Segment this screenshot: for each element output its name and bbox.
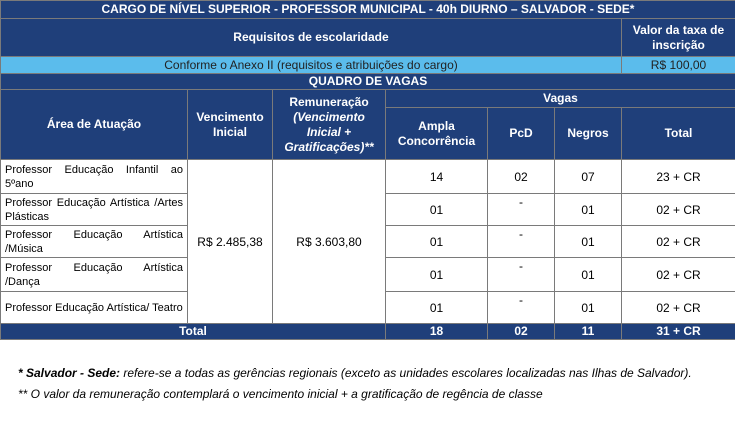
col-vagas-header: Vagas xyxy=(385,89,735,108)
remuneracao-sublabel: (Vencimento Inicial + Gratificações)** xyxy=(284,109,374,154)
total-negros: 11 xyxy=(554,323,622,340)
row-pcd: - xyxy=(487,193,555,226)
vacancy-table: CARGO DE NÍVEL SUPERIOR - PROFESSOR MUNI… xyxy=(0,0,735,340)
vencimento-value: R$ 2.485,38 xyxy=(187,159,273,324)
row-total: 02 + CR xyxy=(621,291,735,324)
row-ampla: 01 xyxy=(385,257,488,292)
table-row: Professor Educação Artística/ Teatro 01 … xyxy=(0,291,735,324)
row-area: Professor Educação Artística /Artes Plás… xyxy=(0,193,188,226)
row-area: Professor Educação Artística/ Teatro xyxy=(0,291,188,324)
total-total: 31 + CR xyxy=(621,323,735,340)
row-area: Professor Educação Artística /Dança xyxy=(0,257,188,292)
footnote-2: ** O valor da remuneração contemplará o … xyxy=(18,387,543,401)
requisitos-header: Requisitos de escolaridade xyxy=(0,18,622,57)
row-total: 02 + CR xyxy=(621,193,735,226)
total-ampla: 18 xyxy=(385,323,488,340)
total-label: Total xyxy=(0,323,386,340)
footnotes: * Salvador - Sede: refere-se a todas as … xyxy=(18,364,718,406)
footnote-1-text: refere-se a todas as gerências regionais… xyxy=(120,366,692,380)
table-row: Professor Educação Infantil ao 5ºano R$ … xyxy=(0,159,735,324)
row-pcd: - xyxy=(487,225,555,258)
row-negros: 01 xyxy=(554,291,622,324)
row-pcd: - xyxy=(487,291,555,324)
row-pcd: 02 xyxy=(487,159,555,194)
row-ampla: 14 xyxy=(385,159,488,194)
quadro-title: QUADRO DE VAGAS xyxy=(0,73,735,90)
col-total-header: Total xyxy=(621,107,735,160)
footnote-1: * Salvador - Sede: refere-se a todas as … xyxy=(18,364,718,382)
remuneracao-label: Remuneração xyxy=(289,94,369,109)
row-total: 23 + CR xyxy=(621,159,735,194)
cargo-title: CARGO DE NÍVEL SUPERIOR - PROFESSOR MUNI… xyxy=(0,0,735,19)
col-negros-header: Negros xyxy=(554,107,622,160)
col-ampla-header: Ampla Concorrência xyxy=(385,107,488,160)
row-area: Professor Educação Infantil ao 5ºano xyxy=(0,159,188,194)
totals-row: Total 18 02 11 31 + CR xyxy=(0,323,735,340)
row-negros: 07 xyxy=(554,159,622,194)
footnote-1-bold: * Salvador - Sede: xyxy=(18,366,121,380)
table-row: Professor Educação Artística /Artes Plás… xyxy=(0,193,735,226)
requisitos-value: Conforme o Anexo II (requisitos e atribu… xyxy=(0,56,622,74)
table-row: Professor Educação Artística /Dança 01 -… xyxy=(0,257,735,292)
total-pcd: 02 xyxy=(487,323,555,340)
row-total: 02 + CR xyxy=(621,225,735,258)
row-negros: 01 xyxy=(554,193,622,226)
col-area-header: Área de Atuação xyxy=(0,89,188,160)
row-ampla: 01 xyxy=(385,291,488,324)
row-negros: 01 xyxy=(554,225,622,258)
col-remuneracao-header: Remuneração (Vencimento Inicial + Gratif… xyxy=(272,89,386,160)
row-area: Professor Educação Artística /Música xyxy=(0,225,188,258)
row-negros: 01 xyxy=(554,257,622,292)
taxa-header: Valor da taxa de inscrição xyxy=(621,18,735,57)
row-total: 02 + CR xyxy=(621,257,735,292)
col-vencimento-header: Vencimento Inicial xyxy=(187,89,273,160)
remuneracao-value: R$ 3.603,80 xyxy=(272,159,386,324)
row-ampla: 01 xyxy=(385,193,488,226)
taxa-value: R$ 100,00 xyxy=(621,56,735,74)
col-pcd-header: PcD xyxy=(487,107,555,160)
row-ampla: 01 xyxy=(385,225,488,258)
row-pcd: - xyxy=(487,257,555,292)
